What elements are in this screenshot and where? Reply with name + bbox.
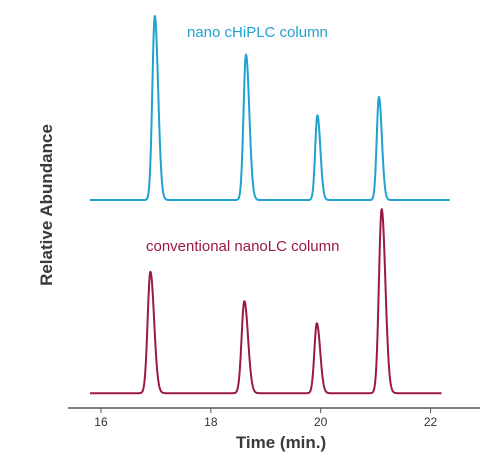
x-tick-label: 18 xyxy=(204,415,218,429)
trace-conventional-nanolc xyxy=(89,208,443,395)
chromatogram-traces xyxy=(89,15,451,395)
x-axis-ticks: 16 18 20 22 xyxy=(94,408,438,429)
trace-nano-chiplc xyxy=(89,15,451,201)
series-label-conventional-nanolc: conventional nanoLC column xyxy=(146,238,339,255)
x-axis-title: Time (min.) xyxy=(236,433,326,452)
y-axis-title: Relative Abundance xyxy=(37,124,56,286)
x-tick-label: 22 xyxy=(424,415,438,429)
x-tick-label: 20 xyxy=(314,415,328,429)
x-tick-label: 16 xyxy=(94,415,108,429)
series-label-nano-chiplc: nano cHiPLC column xyxy=(187,24,328,41)
